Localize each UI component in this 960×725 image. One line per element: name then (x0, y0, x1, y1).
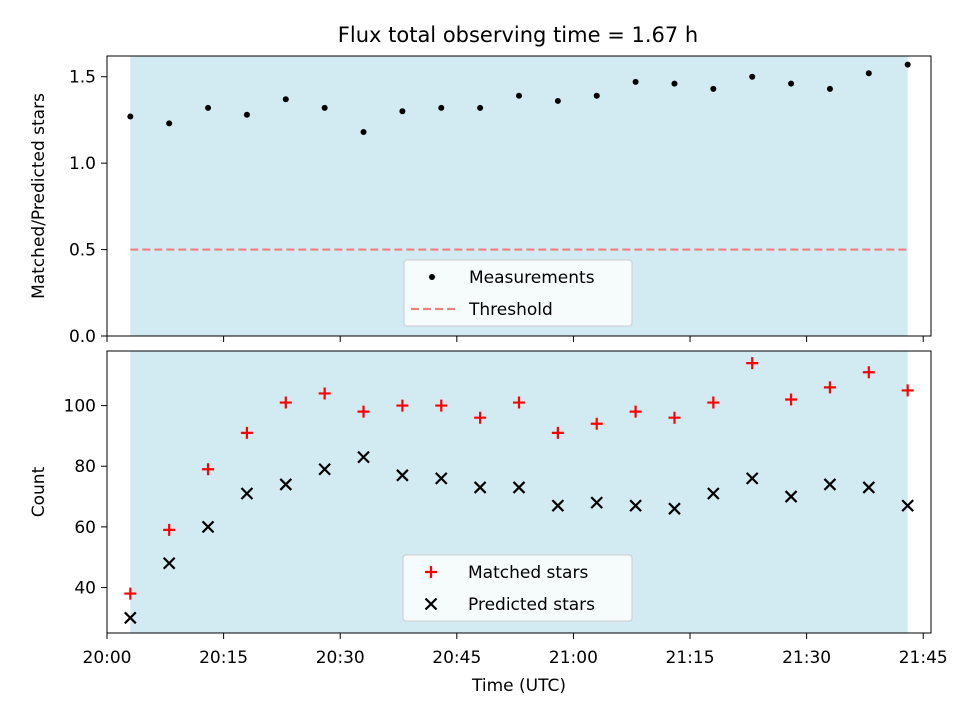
matched-star-point (318, 387, 331, 400)
matched-star-point (357, 405, 370, 418)
bottom-legend-label-0: Matched stars (468, 563, 588, 583)
measurement-point (671, 80, 678, 87)
predicted-star-point (279, 478, 293, 491)
bottom-xtick-label: 21:30 (782, 648, 831, 668)
predicted-star-point (668, 502, 681, 515)
bottom-ytick-label: 60 (74, 518, 96, 538)
top-ytick-label: 1.5 (69, 68, 96, 88)
predicted-star-point (512, 481, 526, 494)
measurement-point (516, 92, 522, 99)
matched-star-point (901, 384, 914, 397)
measurement-point (321, 104, 328, 111)
measurement-point (749, 73, 756, 80)
bottom-ytick-label: 100 (64, 397, 96, 417)
bottom-ytick-label: 40 (74, 579, 96, 599)
top-ytick-label: 0.0 (69, 327, 96, 347)
matched-star-point (513, 396, 525, 409)
matched-star-point (590, 417, 603, 430)
measurement-point (166, 120, 173, 127)
predicted-star-point (745, 472, 759, 485)
matched-star-point (474, 411, 487, 424)
predicted-star-point (823, 478, 837, 491)
matched-star-point (785, 393, 798, 406)
predicted-star-point (240, 487, 254, 500)
bottom-xtick-label: 20:30 (316, 648, 365, 668)
predicted-star-point (590, 496, 604, 509)
matched-star-point (707, 396, 720, 409)
measurement-point (282, 96, 289, 103)
matched-star-point (279, 396, 292, 409)
measurement-point (477, 104, 484, 111)
bottom-xtick-label: 20:15 (199, 648, 248, 668)
matched-star-point (823, 381, 836, 394)
matched-star-point (862, 366, 875, 379)
matched-star-point (668, 411, 681, 424)
bottom-xtick-label: 20:45 (432, 648, 481, 668)
matched-star-point (435, 399, 448, 412)
predicted-star-point (473, 481, 487, 494)
top-ytick-label: 1.0 (69, 154, 96, 174)
bottom-legend (402, 554, 633, 622)
chart-title: Flux total observing time = 1.67 h (338, 23, 698, 47)
matched-star-point (551, 426, 564, 439)
bottom-ylabel: Count (29, 466, 49, 517)
predicted-star-point (551, 499, 565, 512)
bottom-xlabel: Time (UTC) (471, 676, 566, 696)
predicted-star-point (201, 520, 215, 534)
matched-star-point (124, 587, 137, 600)
predicted-star-point (862, 481, 876, 494)
measurement-point (205, 104, 212, 111)
top-legend-marker-0 (429, 274, 435, 280)
bottom-ytick-label: 80 (74, 457, 96, 477)
predicted-star-point (707, 487, 720, 500)
top-ylabel: Matched/Predicted stars (29, 93, 49, 299)
measurement-point (127, 113, 134, 120)
predicted-star-point (162, 556, 176, 570)
predicted-star-point (629, 499, 642, 512)
measurement-point (788, 80, 795, 87)
bottom-xtick-label: 21:45 (899, 648, 948, 668)
bottom-legend-marker-0 (425, 566, 437, 578)
measurement-point (399, 108, 406, 115)
bottom-xtick-label: 21:15 (666, 648, 715, 668)
predicted-star-point (784, 490, 798, 503)
bottom-panel: 40 60 80 100 20:00 20:15 20:30 20:45 21:00 21:15 2… (29, 350, 948, 696)
matched-star-point (396, 399, 409, 412)
top-legend-label-1: Threshold (468, 300, 553, 320)
measurement-point (710, 85, 717, 92)
measurement-point (360, 129, 367, 136)
measurement-point (438, 104, 445, 111)
matched-star-point (240, 426, 253, 439)
top-panel: 0.0 0.5 1.0 1.5 Matched/Predicted stars Measu… (29, 55, 932, 347)
top-ytick-label: 0.5 (69, 241, 96, 261)
bottom-legend-label-1: Predicted stars (468, 595, 595, 615)
top-legend-label-0: Measurements (469, 268, 595, 288)
matched-star-point (746, 357, 759, 370)
measurement-point (865, 70, 872, 77)
measurement-point (826, 85, 833, 92)
bottom-frame (106, 350, 932, 634)
bottom-xtick-label: 20:00 (83, 648, 132, 668)
matched-star-point (629, 405, 642, 418)
measurement-point (243, 111, 250, 118)
predicted-star-point (434, 472, 448, 485)
predicted-star-point (396, 469, 409, 482)
predicted-star-point (901, 499, 914, 512)
bottom-legend-marker-1 (424, 597, 438, 611)
matched-star-point (163, 523, 176, 536)
measurement-point (554, 97, 561, 104)
top-legend (403, 259, 633, 327)
bottom-xtick-label: 21:00 (549, 648, 598, 668)
predicted-star-point (357, 450, 370, 464)
matched-star-point (202, 463, 215, 476)
measurement-point (904, 61, 911, 68)
top-frame (106, 55, 932, 337)
measurement-point (593, 92, 600, 99)
predicted-star-point (318, 462, 331, 476)
predicted-star-point (124, 611, 137, 625)
measurement-point (632, 78, 639, 85)
